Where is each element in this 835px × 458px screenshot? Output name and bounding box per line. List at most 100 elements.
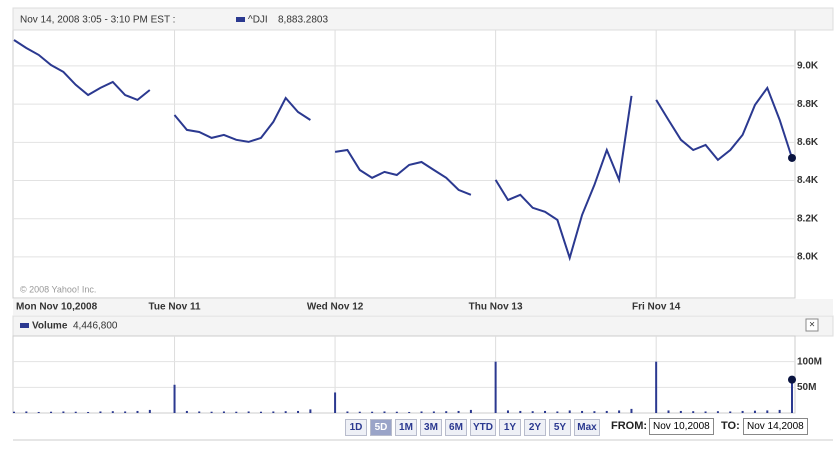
volume-bar <box>420 411 423 413</box>
volume-bar <box>334 392 337 413</box>
volume-bar <box>519 410 522 413</box>
x-axis-bar <box>13 299 833 315</box>
header-bar <box>12 7 834 31</box>
volume-bar <box>494 361 497 413</box>
y-tick-label: 8.8K <box>797 99 819 110</box>
volume-bar <box>704 411 707 413</box>
x-tick-label: Mon Nov 10,2008 <box>16 302 98 313</box>
volume-bar <box>198 411 201 413</box>
volume-swatch <box>20 323 29 328</box>
volume-bar <box>568 410 571 413</box>
volume-bar <box>383 411 386 413</box>
y-tick-label: 8.6K <box>797 137 819 148</box>
volume-bar <box>395 411 398 413</box>
volume-bar <box>766 410 769 413</box>
volume-bar <box>272 411 275 413</box>
legend-value: 8,883.2803 <box>278 15 328 26</box>
volume-bar <box>13 411 15 413</box>
volume-bar <box>457 410 460 413</box>
from-input[interactable]: Nov 10,2008 <box>649 418 714 435</box>
price-line <box>13 39 151 102</box>
volume-bar <box>581 410 584 413</box>
volume-bar <box>556 411 559 413</box>
volume-bar <box>469 409 472 413</box>
volume-bar <box>297 410 300 413</box>
range-button[interactable]: 6M <box>445 419 467 436</box>
volume-bar <box>309 409 312 413</box>
volume-bar <box>531 411 534 413</box>
volume-bar <box>284 411 287 413</box>
volume-bar <box>630 408 633 413</box>
volume-bar <box>259 411 262 413</box>
range-button[interactable]: 1M <box>395 419 417 436</box>
volume-bar <box>679 410 682 413</box>
close-icon[interactable]: × <box>809 320 815 331</box>
volume-bar <box>593 411 596 413</box>
volume-panel <box>12 335 796 414</box>
volume-bar <box>50 411 53 413</box>
volume-bar <box>210 411 213 413</box>
volume-bar <box>111 411 114 413</box>
volume-bar <box>371 411 374 413</box>
price-line <box>655 85 793 162</box>
volume-bar <box>247 411 250 413</box>
x-tick-label: Fri Nov 14 <box>632 302 681 313</box>
volume-bar <box>544 410 547 413</box>
volume-bar <box>667 410 670 413</box>
y-tick-label: 8.0K <box>797 252 819 263</box>
last-volume <box>788 375 796 384</box>
volume-bar <box>185 410 188 413</box>
price-panel <box>12 7 796 299</box>
volume-bar <box>753 410 756 413</box>
volume-bar <box>741 410 744 413</box>
volume-bar <box>148 409 151 413</box>
range-button[interactable]: 3M <box>420 419 442 436</box>
price-line <box>173 96 311 143</box>
copyright: © 2008 Yahoo! Inc. <box>20 284 96 294</box>
period: Nov 14, 2008 3:05 - 3:10 PM EST : <box>20 15 175 26</box>
price-line <box>494 95 633 262</box>
y-tick-label: 8.2K <box>797 213 819 224</box>
range-button[interactable]: YTD <box>470 419 496 436</box>
volume-bar <box>37 411 40 413</box>
range-button[interactable]: 5D <box>370 419 392 436</box>
volume-bar <box>222 411 225 413</box>
volume-bar <box>778 409 781 413</box>
legend-swatch <box>236 17 245 22</box>
volume-bar <box>358 411 361 413</box>
volume-bar <box>346 411 349 413</box>
y-tick-label: 50M <box>797 382 816 393</box>
y-tick-label: 8.4K <box>797 175 819 186</box>
close-button[interactable] <box>805 318 819 332</box>
legend-name: ^DJI <box>248 15 268 26</box>
range-button[interactable]: Max <box>574 419 600 436</box>
range-button[interactable]: 5Y <box>549 419 571 436</box>
volume-bar <box>655 361 658 413</box>
volume-bar <box>618 410 621 413</box>
volume-bar <box>445 411 448 413</box>
range-button[interactable]: 1Y <box>499 419 521 436</box>
y-tick-label: 100M <box>797 356 822 367</box>
volume-bar <box>25 411 28 413</box>
y-tick-label: 9.0K <box>797 61 819 72</box>
range-button[interactable]: 1D <box>345 419 367 436</box>
volume-bar <box>692 411 695 413</box>
volume-bar <box>432 411 435 413</box>
range-button[interactable]: 2Y <box>524 419 546 436</box>
x-tick-label: Wed Nov 12 <box>307 302 364 313</box>
volume-bar <box>99 411 102 413</box>
volume-bar <box>87 411 90 413</box>
price-line <box>334 148 472 196</box>
volume-bar <box>716 411 719 413</box>
volume-bar <box>173 384 176 413</box>
volume-bar <box>124 411 127 413</box>
last-point <box>788 153 796 162</box>
from-label: FROM: <box>611 420 648 432</box>
volume-bar <box>136 410 139 413</box>
volume-bar <box>506 410 509 413</box>
volume-bar <box>408 411 411 413</box>
to-input[interactable]: Nov 14,2008 <box>743 418 808 435</box>
volume-bar <box>235 411 238 413</box>
